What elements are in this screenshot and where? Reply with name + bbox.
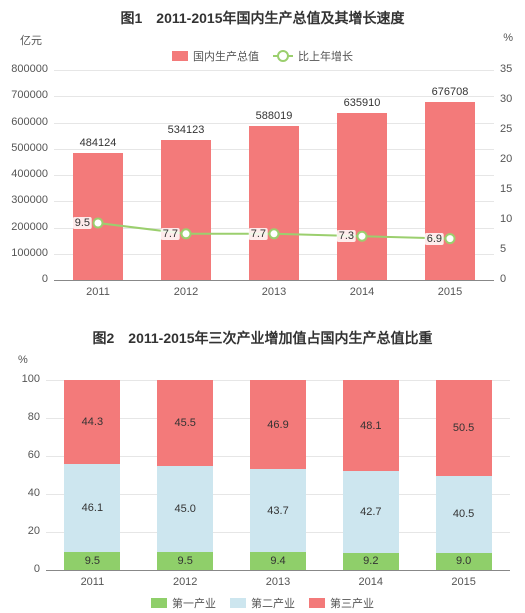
chart2-value-s2: 42.7: [360, 506, 381, 518]
chart2-category: 2012: [173, 576, 197, 588]
chart1-line-value: 7.7: [161, 228, 180, 240]
chart1-y1-unit: 亿元: [20, 32, 42, 48]
chart1-gridline: [54, 280, 494, 281]
chart2-value-s1: 9.0: [456, 555, 471, 567]
chart2-value-s1: 9.5: [178, 555, 193, 567]
chart1-category: 2015: [438, 286, 462, 298]
chart2-category: 2011: [81, 576, 105, 588]
chart2-value-s1: 9.4: [270, 555, 285, 567]
chart2-legend-s1-label: 第一产业: [172, 595, 216, 611]
chart1-y1-tick: 700000: [11, 89, 48, 101]
chart2-value-s3: 46.9: [267, 419, 288, 431]
chart2-legend-s1: 第一产业: [151, 595, 216, 611]
chart1-y1-tick: 200000: [11, 221, 48, 233]
chart1-legend-line: 比上年增长: [273, 48, 353, 64]
chart1-line-value: 7.3: [337, 230, 356, 242]
chart2-legend-s2-label: 第二产业: [251, 595, 295, 611]
chart1-line-value: 7.7: [249, 228, 268, 240]
chart2-category: 2014: [359, 576, 383, 588]
s2-swatch-icon: [230, 598, 246, 608]
chart2-plot: 0204060801009.546.144.320119.545.045.520…: [46, 380, 510, 570]
s3-swatch-icon: [309, 598, 325, 608]
chart1-y1-tick: 300000: [11, 194, 48, 206]
chart2-value-s3: 45.5: [174, 417, 195, 429]
chart1-line-value: 6.9: [425, 233, 444, 245]
chart2-value-s2: 46.1: [82, 502, 103, 514]
chart1: 图1 2011-2015年国内生产总值及其增长速度 亿元 % 国内生产总值 比上…: [0, 0, 525, 320]
chart1-y1-tick: 0: [42, 273, 48, 285]
chart1-y2-unit: %: [503, 32, 513, 44]
chart1-legend-line-label: 比上年增长: [298, 48, 353, 64]
chart2-y-unit: %: [18, 354, 28, 366]
chart1-y2-tick: 25: [500, 123, 512, 135]
chart2-title: 图2 2011-2015年三次产业增加值占国内生产总值比重: [0, 320, 525, 348]
chart1-y1-tick: 600000: [11, 116, 48, 128]
chart1-legend-bar-label: 国内生产总值: [193, 48, 259, 64]
chart2-legend-s3: 第三产业: [309, 595, 374, 611]
chart1-y1-tick: 800000: [11, 63, 48, 75]
chart2-value-s2: 43.7: [267, 505, 288, 517]
chart1-legend: 国内生产总值 比上年增长: [0, 48, 525, 64]
chart1-category: 2013: [262, 286, 286, 298]
chart2-y-tick: 0: [34, 563, 40, 575]
chart1-y1-tick: 100000: [11, 247, 48, 259]
chart1-category: 2014: [350, 286, 374, 298]
chart2-y-tick: 40: [28, 487, 40, 499]
chart2-y-tick: 100: [22, 373, 40, 385]
chart2: 图2 2011-2015年三次产业增加值占国内生产总值比重 % 0 20 40 60 8…: [0, 320, 525, 613]
chart2-value-s3: 50.5: [453, 422, 474, 434]
line-swatch-icon: [273, 55, 293, 57]
chart1-title: 图1 2011-2015年国内生产总值及其增长速度: [0, 0, 525, 28]
chart1-line: [54, 70, 494, 280]
chart1-y2-tick: 20: [500, 153, 512, 165]
chart2-category: 2015: [451, 576, 475, 588]
chart2-value-s2: 45.0: [174, 503, 195, 515]
chart2-value-s2: 40.5: [453, 508, 474, 520]
bar-swatch-icon: [172, 51, 188, 61]
chart2-value-s1: 9.2: [363, 555, 378, 567]
chart1-y2-tick: 0: [500, 273, 506, 285]
chart1-y2-tick: 35: [500, 63, 512, 75]
chart1-category: 2012: [174, 286, 198, 298]
chart1-legend-bar: 国内生产总值: [172, 48, 259, 64]
chart1-y2-tick: 15: [500, 183, 512, 195]
s1-swatch-icon: [151, 598, 167, 608]
chart2-legend: 第一产业 第二产业 第三产业: [0, 595, 525, 611]
chart1-y1-tick: 400000: [11, 168, 48, 180]
chart2-gridline: [46, 570, 510, 571]
chart2-category: 2013: [266, 576, 290, 588]
chart1-y1-tick: 500000: [11, 142, 48, 154]
chart2-y-tick: 20: [28, 525, 40, 537]
chart2-y-tick: 80: [28, 411, 40, 423]
chart1-category: 2011: [86, 286, 110, 298]
chart2-legend-s3-label: 第三产业: [330, 595, 374, 611]
chart2-value-s1: 9.5: [85, 555, 100, 567]
chart1-plot: 0100000200000300000400000500000600000700…: [54, 70, 494, 280]
chart1-y2-tick: 10: [500, 213, 512, 225]
chart2-value-s3: 48.1: [360, 420, 381, 432]
chart1-y2-tick: 30: [500, 93, 512, 105]
chart2-y-tick: 60: [28, 449, 40, 461]
chart1-y2-tick: 5: [500, 243, 506, 255]
chart1-line-value: 9.5: [73, 217, 92, 229]
chart2-legend-s2: 第二产业: [230, 595, 295, 611]
chart2-value-s3: 44.3: [82, 416, 103, 428]
